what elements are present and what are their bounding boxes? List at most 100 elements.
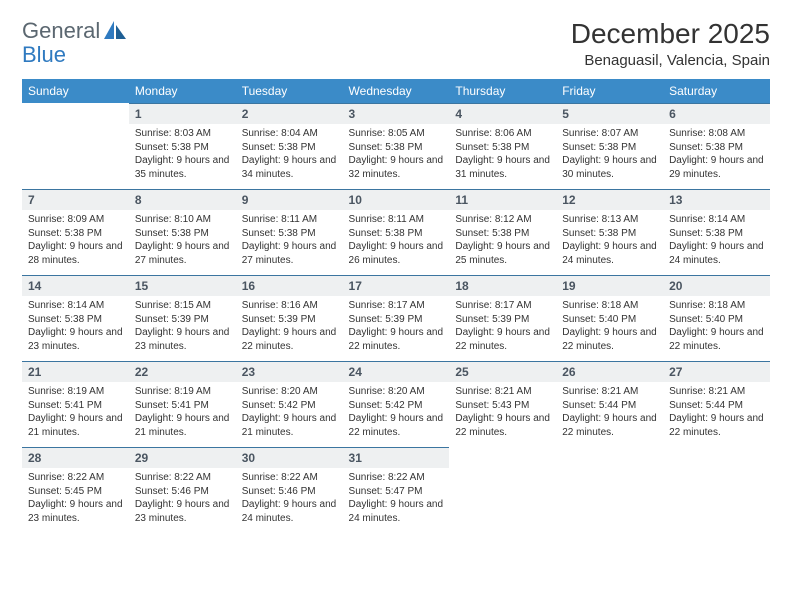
- day-number: 14: [22, 275, 129, 296]
- daylight-text: Daylight: 9 hours and 22 minutes.: [669, 326, 764, 353]
- sunrise-text: Sunrise: 8:21 AM: [669, 385, 764, 399]
- day-details: Sunrise: 8:19 AMSunset: 5:41 PMDaylight:…: [22, 382, 129, 445]
- day-number: 17: [343, 275, 450, 296]
- day-details: Sunrise: 8:04 AMSunset: 5:38 PMDaylight:…: [236, 124, 343, 187]
- page-header: General December 2025 Benaguasil, Valenc…: [22, 18, 770, 69]
- daylight-text: Daylight: 9 hours and 25 minutes.: [455, 240, 550, 267]
- day-number: 15: [129, 275, 236, 296]
- day-number: 26: [556, 361, 663, 382]
- calendar-day-cell: 31Sunrise: 8:22 AMSunset: 5:47 PMDayligh…: [343, 447, 450, 533]
- day-details: Sunrise: 8:14 AMSunset: 5:38 PMDaylight:…: [663, 210, 770, 273]
- day-details: Sunrise: 8:21 AMSunset: 5:43 PMDaylight:…: [449, 382, 556, 445]
- calendar-day-cell: 11Sunrise: 8:12 AMSunset: 5:38 PMDayligh…: [449, 189, 556, 275]
- sunset-text: Sunset: 5:39 PM: [349, 313, 444, 327]
- calendar-day-cell: [22, 103, 129, 189]
- day-details: Sunrise: 8:19 AMSunset: 5:41 PMDaylight:…: [129, 382, 236, 445]
- calendar-day-cell: 3Sunrise: 8:05 AMSunset: 5:38 PMDaylight…: [343, 103, 450, 189]
- day-number: 29: [129, 447, 236, 468]
- title-block: December 2025 Benaguasil, Valencia, Spai…: [571, 18, 770, 69]
- weekday-header: Monday: [129, 79, 236, 103]
- calendar-table: Sunday Monday Tuesday Wednesday Thursday…: [22, 79, 770, 533]
- sunset-text: Sunset: 5:38 PM: [349, 141, 444, 155]
- sunrise-text: Sunrise: 8:22 AM: [242, 471, 337, 485]
- day-number: 19: [556, 275, 663, 296]
- calendar-day-cell: 26Sunrise: 8:21 AMSunset: 5:44 PMDayligh…: [556, 361, 663, 447]
- day-details: Sunrise: 8:21 AMSunset: 5:44 PMDaylight:…: [556, 382, 663, 445]
- daylight-text: Daylight: 9 hours and 27 minutes.: [242, 240, 337, 267]
- calendar-day-cell: 19Sunrise: 8:18 AMSunset: 5:40 PMDayligh…: [556, 275, 663, 361]
- calendar-day-cell: 25Sunrise: 8:21 AMSunset: 5:43 PMDayligh…: [449, 361, 556, 447]
- calendar-day-cell: 22Sunrise: 8:19 AMSunset: 5:41 PMDayligh…: [129, 361, 236, 447]
- day-details: Sunrise: 8:11 AMSunset: 5:38 PMDaylight:…: [236, 210, 343, 273]
- calendar-day-cell: 7Sunrise: 8:09 AMSunset: 5:38 PMDaylight…: [22, 189, 129, 275]
- sunrise-text: Sunrise: 8:17 AM: [455, 299, 550, 313]
- daylight-text: Daylight: 9 hours and 29 minutes.: [669, 154, 764, 181]
- day-number: 20: [663, 275, 770, 296]
- sail-icon: [104, 21, 126, 41]
- daylight-text: Daylight: 9 hours and 23 minutes.: [28, 498, 123, 525]
- sunset-text: Sunset: 5:45 PM: [28, 485, 123, 499]
- brand-word-2: Blue: [22, 42, 66, 68]
- sunset-text: Sunset: 5:38 PM: [455, 227, 550, 241]
- daylight-text: Daylight: 9 hours and 24 minutes.: [242, 498, 337, 525]
- sunset-text: Sunset: 5:39 PM: [242, 313, 337, 327]
- calendar-day-cell: 6Sunrise: 8:08 AMSunset: 5:38 PMDaylight…: [663, 103, 770, 189]
- day-number: 4: [449, 103, 556, 124]
- calendar-day-cell: 17Sunrise: 8:17 AMSunset: 5:39 PMDayligh…: [343, 275, 450, 361]
- daylight-text: Daylight: 9 hours and 24 minutes.: [349, 498, 444, 525]
- daylight-text: Daylight: 9 hours and 23 minutes.: [28, 326, 123, 353]
- daylight-text: Daylight: 9 hours and 35 minutes.: [135, 154, 230, 181]
- sunrise-text: Sunrise: 8:15 AM: [135, 299, 230, 313]
- daylight-text: Daylight: 9 hours and 22 minutes.: [669, 412, 764, 439]
- day-details: Sunrise: 8:21 AMSunset: 5:44 PMDaylight:…: [663, 382, 770, 445]
- sunrise-text: Sunrise: 8:06 AM: [455, 127, 550, 141]
- daylight-text: Daylight: 9 hours and 30 minutes.: [562, 154, 657, 181]
- sunset-text: Sunset: 5:38 PM: [28, 313, 123, 327]
- calendar-day-cell: 20 Sunrise: 8:18 AMSunset: 5:40 PMDayligh…: [663, 275, 770, 361]
- calendar-day-cell: 14Sunrise: 8:14 AMSunset: 5:38 PMDayligh…: [22, 275, 129, 361]
- sunrise-text: Sunrise: 8:13 AM: [562, 213, 657, 227]
- weekday-header: Saturday: [663, 79, 770, 103]
- sunrise-text: Sunrise: 8:08 AM: [669, 127, 764, 141]
- weekday-header: Friday: [556, 79, 663, 103]
- sunset-text: Sunset: 5:40 PM: [669, 313, 764, 327]
- sunrise-text: Sunrise: 8:04 AM: [242, 127, 337, 141]
- daylight-text: Daylight: 9 hours and 24 minutes.: [562, 240, 657, 267]
- day-number: 18: [449, 275, 556, 296]
- sunset-text: Sunset: 5:44 PM: [669, 399, 764, 413]
- sunrise-text: Sunrise: 8:14 AM: [669, 213, 764, 227]
- day-details: Sunrise: 8:17 AMSunset: 5:39 PMDaylight:…: [449, 296, 556, 359]
- daylight-text: Daylight: 9 hours and 24 minutes.: [669, 240, 764, 267]
- day-details: Sunrise: 8:08 AMSunset: 5:38 PMDaylight:…: [663, 124, 770, 187]
- sunrise-text: Sunrise: 8:18 AM: [669, 299, 764, 313]
- day-number: 9: [236, 189, 343, 210]
- day-number: 7: [22, 189, 129, 210]
- calendar-day-cell: 16Sunrise: 8:16 AMSunset: 5:39 PMDayligh…: [236, 275, 343, 361]
- daylight-text: Daylight: 9 hours and 21 minutes.: [135, 412, 230, 439]
- sunrise-text: Sunrise: 8:22 AM: [349, 471, 444, 485]
- calendar-day-cell: 30Sunrise: 8:22 AMSunset: 5:46 PMDayligh…: [236, 447, 343, 533]
- sunset-text: Sunset: 5:38 PM: [562, 141, 657, 155]
- sunset-text: Sunset: 5:43 PM: [455, 399, 550, 413]
- calendar-day-cell: 28Sunrise: 8:22 AMSunset: 5:45 PMDayligh…: [22, 447, 129, 533]
- daylight-text: Daylight: 9 hours and 21 minutes.: [28, 412, 123, 439]
- brand-logo-line2: Blue: [22, 42, 66, 68]
- calendar-week-row: 1Sunrise: 8:03 AMSunset: 5:38 PMDaylight…: [22, 103, 770, 189]
- sunset-text: Sunset: 5:38 PM: [135, 227, 230, 241]
- sunset-text: Sunset: 5:38 PM: [455, 141, 550, 155]
- day-details: Sunrise: 8:16 AMSunset: 5:39 PMDaylight:…: [236, 296, 343, 359]
- calendar-day-cell: 1Sunrise: 8:03 AMSunset: 5:38 PMDaylight…: [129, 103, 236, 189]
- sunrise-text: Sunrise: 8:11 AM: [242, 213, 337, 227]
- day-number: 10: [343, 189, 450, 210]
- sunrise-text: Sunrise: 8:19 AM: [28, 385, 123, 399]
- sunset-text: Sunset: 5:46 PM: [135, 485, 230, 499]
- sunrise-text: Sunrise: 8:21 AM: [562, 385, 657, 399]
- calendar-day-cell: 9Sunrise: 8:11 AMSunset: 5:38 PMDaylight…: [236, 189, 343, 275]
- day-details: Sunrise: 8:12 AMSunset: 5:38 PMDaylight:…: [449, 210, 556, 273]
- day-details: Sunrise: 8:18 AMSunset: 5:40 PMDaylight:…: [556, 296, 663, 359]
- calendar-day-cell: 21Sunrise: 8:19 AMSunset: 5:41 PMDayligh…: [22, 361, 129, 447]
- calendar-day-cell: 4Sunrise: 8:06 AMSunset: 5:38 PMDaylight…: [449, 103, 556, 189]
- calendar-week-row: 7Sunrise: 8:09 AMSunset: 5:38 PMDaylight…: [22, 189, 770, 275]
- calendar-day-cell: 13Sunrise: 8:14 AMSunset: 5:38 PMDayligh…: [663, 189, 770, 275]
- daylight-text: Daylight: 9 hours and 23 minutes.: [135, 326, 230, 353]
